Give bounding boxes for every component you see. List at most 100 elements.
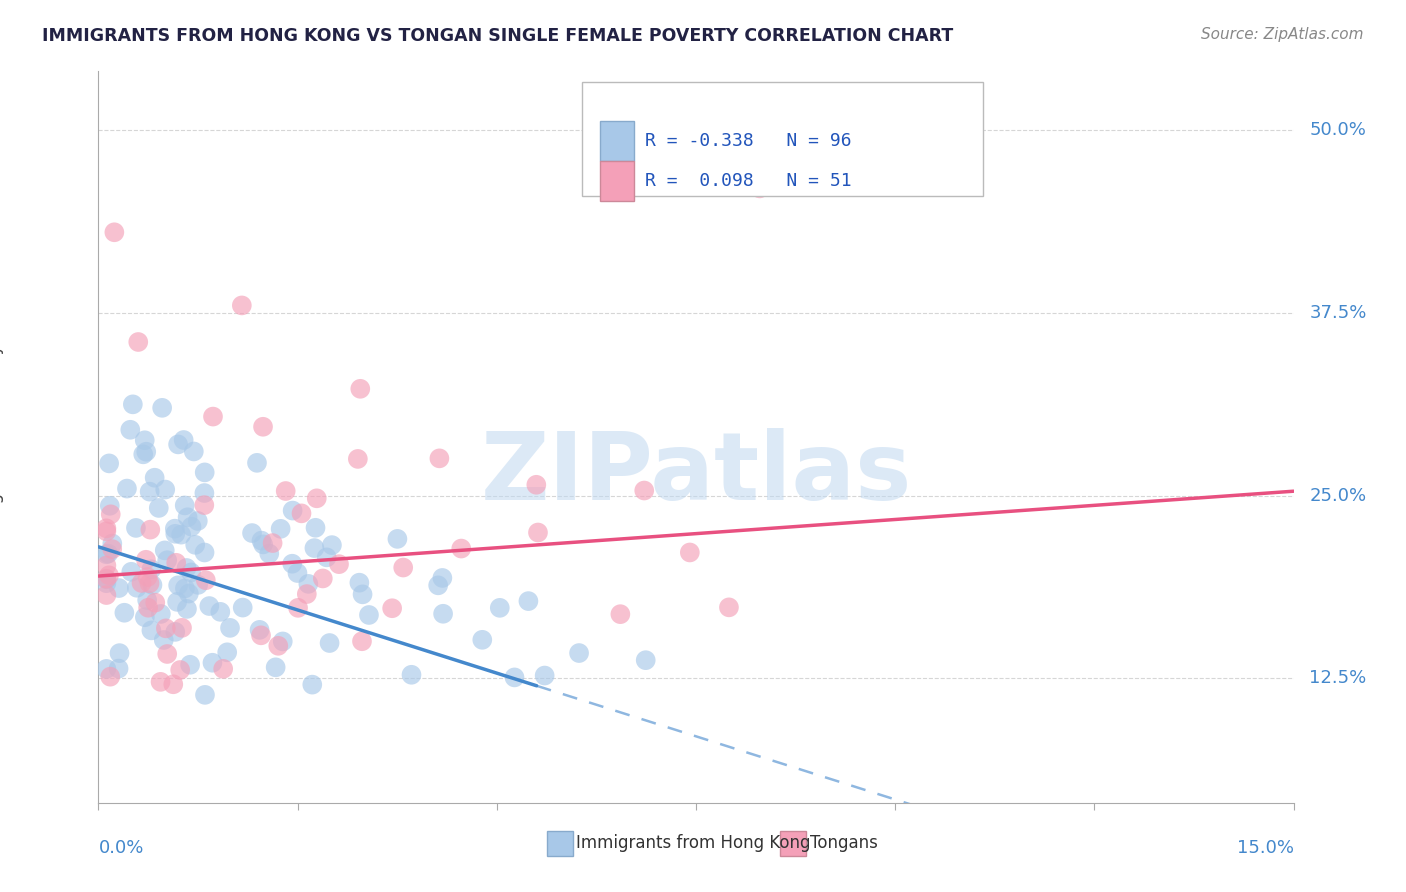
Point	[194, 688, 217, 702]
Point	[132, 447, 155, 461]
Point	[101, 536, 124, 550]
Point	[287, 600, 309, 615]
Point	[281, 557, 304, 571]
Point	[96, 521, 118, 535]
Point	[125, 521, 148, 535]
Point	[139, 523, 162, 537]
Point	[165, 624, 187, 639]
Point	[274, 483, 297, 498]
Point	[98, 456, 121, 470]
Point	[179, 657, 201, 672]
Point	[450, 541, 472, 556]
Point	[176, 602, 198, 616]
Point	[488, 600, 510, 615]
Point	[152, 632, 174, 647]
Point	[318, 636, 340, 650]
Point	[568, 646, 591, 660]
Point	[231, 298, 253, 312]
FancyBboxPatch shape	[600, 161, 634, 202]
Point	[135, 444, 157, 458]
Point	[138, 576, 160, 591]
Point	[167, 437, 190, 451]
Point	[96, 558, 118, 573]
Point	[96, 662, 118, 676]
Point	[250, 628, 273, 642]
Point	[97, 547, 120, 561]
Point	[352, 587, 374, 601]
Point	[267, 639, 290, 653]
Text: 25.0%: 25.0%	[1309, 487, 1367, 505]
Point	[249, 623, 271, 637]
Point	[138, 484, 160, 499]
Point	[173, 433, 195, 447]
Point	[271, 634, 294, 648]
Text: 12.5%: 12.5%	[1309, 670, 1367, 688]
Point	[134, 434, 156, 448]
Point	[165, 526, 187, 541]
Point	[295, 587, 318, 601]
FancyBboxPatch shape	[600, 120, 634, 161]
Point	[134, 610, 156, 624]
Point	[136, 593, 159, 607]
Point	[180, 519, 202, 533]
Point	[350, 634, 373, 648]
FancyBboxPatch shape	[582, 82, 983, 195]
Point	[357, 607, 380, 622]
Point	[187, 578, 209, 592]
Point	[304, 521, 326, 535]
Point	[98, 499, 121, 513]
Point	[150, 401, 173, 415]
Point	[100, 508, 122, 522]
Text: R = -0.338   N = 96: R = -0.338 N = 96	[644, 132, 851, 150]
Point	[262, 536, 284, 550]
Point	[103, 225, 125, 239]
Point	[149, 674, 172, 689]
Point	[281, 503, 304, 517]
Point	[121, 397, 143, 411]
Point	[328, 557, 350, 571]
Point	[252, 419, 274, 434]
Point	[246, 456, 269, 470]
Text: Tongans: Tongans	[810, 834, 877, 852]
Point	[165, 556, 187, 570]
Point	[219, 621, 242, 635]
Point	[155, 483, 177, 497]
Text: Immigrants from Hong Kong: Immigrants from Hong Kong	[576, 834, 811, 852]
Point	[108, 581, 131, 595]
FancyBboxPatch shape	[779, 830, 806, 856]
Text: 37.5%: 37.5%	[1309, 304, 1367, 322]
Point	[96, 588, 118, 602]
Point	[141, 578, 163, 592]
Point	[194, 466, 217, 480]
Point	[187, 514, 209, 528]
Point	[259, 547, 281, 561]
Point	[108, 646, 131, 660]
Point	[127, 334, 149, 349]
Point	[301, 678, 323, 692]
Point	[96, 547, 118, 561]
Point	[297, 577, 319, 591]
Point	[136, 570, 159, 584]
Point	[387, 532, 409, 546]
Point	[136, 600, 159, 615]
Point	[748, 181, 770, 195]
Point	[148, 500, 170, 515]
Point	[201, 656, 224, 670]
Point	[155, 621, 177, 635]
Point	[305, 491, 328, 506]
Point	[194, 573, 217, 587]
Text: 15.0%: 15.0%	[1236, 839, 1294, 857]
Point	[287, 566, 309, 580]
Point	[609, 607, 631, 622]
Point	[96, 576, 118, 591]
Point	[264, 660, 287, 674]
Point	[717, 600, 740, 615]
Point	[98, 670, 121, 684]
Point	[173, 499, 195, 513]
Point	[141, 562, 163, 576]
Text: Source: ZipAtlas.com: Source: ZipAtlas.com	[1201, 27, 1364, 42]
Point	[517, 594, 540, 608]
Point	[270, 522, 292, 536]
Point	[432, 571, 454, 585]
Point	[315, 550, 337, 565]
